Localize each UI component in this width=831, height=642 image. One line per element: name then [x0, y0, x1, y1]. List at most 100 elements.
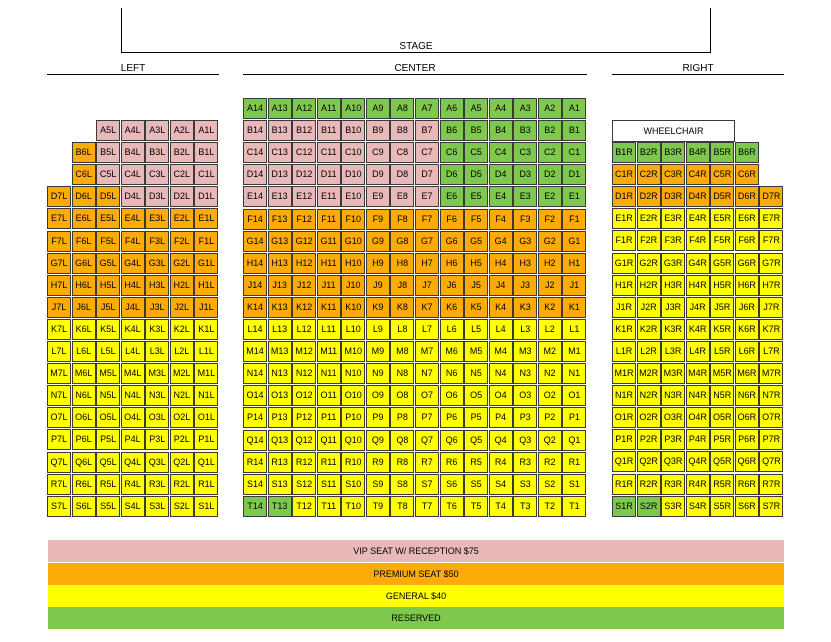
seat-n1[interactable]: N1	[562, 363, 587, 385]
seat-a1[interactable]: A1	[562, 98, 587, 119]
seat-n7r[interactable]: N7R	[759, 385, 784, 407]
seat-r2l[interactable]: R2L	[169, 473, 194, 495]
seat-q8[interactable]: Q8	[390, 429, 415, 451]
seat-h10[interactable]: H10	[341, 252, 366, 274]
seat-b3[interactable]: B3	[513, 120, 538, 142]
seat-g6l[interactable]: G6L	[71, 252, 96, 274]
seat-k8[interactable]: K8	[390, 296, 415, 318]
seat-p12[interactable]: P12	[292, 407, 317, 429]
seat-r10[interactable]: R10	[341, 451, 366, 473]
seat-o12[interactable]: O12	[292, 385, 317, 407]
seat-k6r[interactable]: K6R	[734, 318, 759, 340]
seat-k14[interactable]: K14	[243, 296, 267, 318]
seat-a8[interactable]: A8	[390, 98, 415, 119]
seat-p1l[interactable]: P1L	[194, 429, 219, 451]
seat-o1r[interactable]: O1R	[612, 407, 636, 429]
seat-c5[interactable]: C5	[464, 142, 489, 164]
seat-f1r[interactable]: F1R	[612, 230, 636, 252]
seat-n11[interactable]: N11	[316, 363, 341, 385]
seat-c6r[interactable]: C6R	[734, 164, 759, 186]
seat-s5r[interactable]: S5R	[710, 495, 735, 517]
seat-p11[interactable]: P11	[316, 407, 341, 429]
seat-h11[interactable]: H11	[316, 252, 341, 274]
seat-k4[interactable]: K4	[488, 296, 513, 318]
seat-j5l[interactable]: J5L	[96, 296, 121, 318]
seat-f13[interactable]: F13	[267, 208, 292, 230]
seat-d3[interactable]: D3	[513, 164, 538, 186]
seat-p1r[interactable]: P1R	[612, 429, 636, 451]
seat-e3l[interactable]: E3L	[145, 208, 170, 230]
seat-k5r[interactable]: K5R	[710, 318, 735, 340]
seat-a5l[interactable]: A5L	[96, 120, 121, 141]
seat-r7l[interactable]: R7L	[47, 473, 71, 495]
seat-d5r[interactable]: D5R	[710, 186, 735, 208]
seat-e7l[interactable]: E7L	[47, 208, 71, 230]
seat-g6r[interactable]: G6R	[734, 252, 759, 274]
seat-a4[interactable]: A4	[488, 98, 513, 119]
seat-o8[interactable]: O8	[390, 385, 415, 407]
seat-p2[interactable]: P2	[537, 407, 562, 429]
seat-n4l[interactable]: N4L	[120, 385, 145, 407]
seat-n13[interactable]: N13	[267, 363, 292, 385]
seat-l4r[interactable]: L4R	[685, 340, 710, 362]
seat-j2[interactable]: J2	[537, 274, 562, 296]
seat-q4r[interactable]: Q4R	[685, 451, 710, 473]
seat-o3r[interactable]: O3R	[661, 407, 686, 429]
seat-f5r[interactable]: F5R	[710, 230, 735, 252]
seat-h14[interactable]: H14	[243, 252, 267, 274]
seat-r4r[interactable]: R4R	[685, 473, 710, 495]
seat-g1[interactable]: G1	[562, 230, 587, 252]
seat-l6l[interactable]: L6L	[71, 341, 96, 362]
seat-n8[interactable]: N8	[390, 363, 415, 385]
seat-t3[interactable]: T3	[513, 495, 538, 517]
seat-f1l[interactable]: F1L	[194, 230, 219, 252]
seat-n2[interactable]: N2	[537, 363, 562, 385]
seat-g5l[interactable]: G5L	[96, 252, 121, 274]
seat-c11[interactable]: C11	[316, 142, 341, 164]
seat-p7[interactable]: P7	[415, 407, 439, 429]
seat-q4l[interactable]: Q4L	[120, 451, 145, 473]
seat-o7r[interactable]: O7R	[759, 407, 784, 429]
seat-m12[interactable]: M12	[292, 341, 317, 363]
seat-n1l[interactable]: N1L	[194, 385, 219, 407]
seat-q3[interactable]: Q3	[513, 429, 538, 451]
seat-c8[interactable]: C8	[390, 142, 415, 164]
seat-a3[interactable]: A3	[513, 98, 538, 119]
seat-b14[interactable]: B14	[243, 120, 267, 142]
seat-h13[interactable]: H13	[267, 252, 292, 274]
seat-h4l[interactable]: H4L	[120, 274, 145, 296]
seat-b4[interactable]: B4	[488, 120, 513, 142]
seat-f6r[interactable]: F6R	[734, 230, 759, 252]
seat-t2[interactable]: T2	[537, 495, 562, 517]
seat-b1l[interactable]: B1L	[194, 142, 219, 164]
seat-c4l[interactable]: C4L	[120, 164, 145, 186]
seat-p13[interactable]: P13	[267, 407, 292, 429]
seat-p7r[interactable]: P7R	[759, 429, 784, 451]
seat-o3l[interactable]: O3L	[145, 407, 170, 429]
seat-h5l[interactable]: H5L	[96, 274, 121, 296]
seat-b1r[interactable]: B1R	[612, 142, 636, 163]
seat-c2r[interactable]: C2R	[636, 164, 661, 186]
seat-l5[interactable]: L5	[464, 319, 489, 340]
seat-a14[interactable]: A14	[243, 98, 267, 119]
seat-l13[interactable]: L13	[267, 319, 292, 340]
seat-o4l[interactable]: O4L	[120, 407, 145, 429]
seat-r5[interactable]: R5	[464, 451, 489, 473]
seat-e4l[interactable]: E4L	[120, 208, 145, 230]
seat-o5r[interactable]: O5R	[710, 407, 735, 429]
seat-d2l[interactable]: D2L	[169, 186, 194, 208]
seat-j8[interactable]: J8	[390, 274, 415, 296]
seat-r9[interactable]: R9	[365, 451, 390, 473]
seat-g8[interactable]: G8	[390, 230, 415, 252]
seat-e10[interactable]: E10	[341, 186, 366, 208]
seat-n3[interactable]: N3	[513, 363, 538, 385]
seat-g2r[interactable]: G2R	[636, 252, 661, 274]
seat-o3[interactable]: O3	[513, 385, 538, 407]
seat-r8[interactable]: R8	[390, 451, 415, 473]
seat-j7l[interactable]: J7L	[47, 296, 71, 318]
seat-k11[interactable]: K11	[316, 296, 341, 318]
seat-d1[interactable]: D1	[562, 164, 587, 186]
seat-g6[interactable]: G6	[439, 230, 464, 252]
seat-b12[interactable]: B12	[292, 120, 317, 142]
seat-d2r[interactable]: D2R	[636, 186, 661, 208]
